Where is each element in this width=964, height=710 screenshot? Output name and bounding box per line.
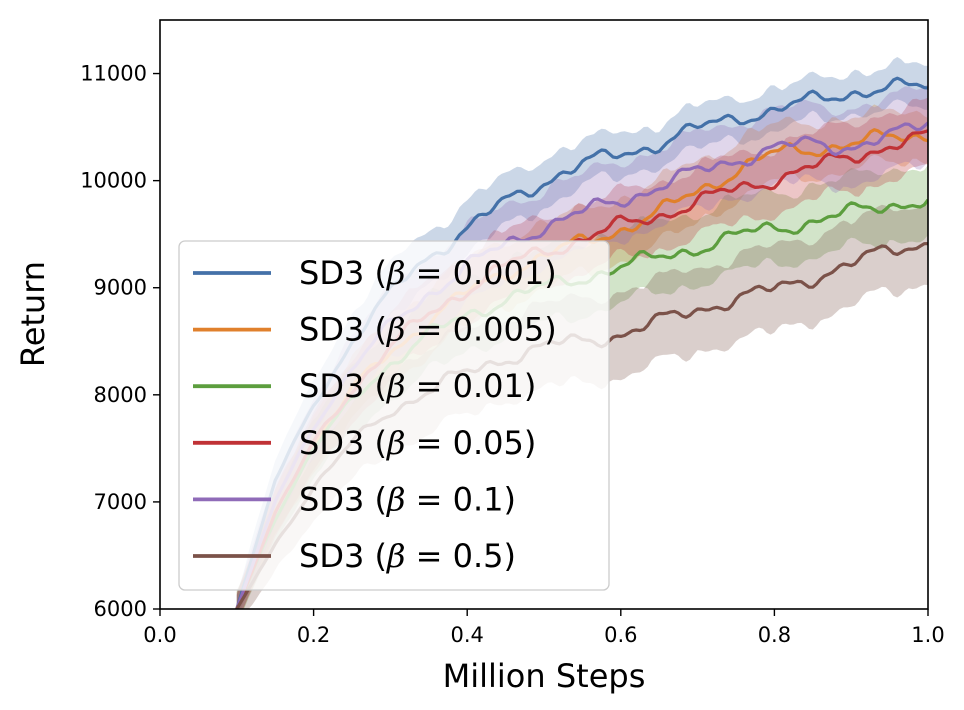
legend: SD3 (β = 0.001) SD3 (β = 0.005) SD3 (β = 0… xyxy=(178,240,610,591)
plot-frame xyxy=(159,19,929,610)
legend-label: SD3 (β = 0.1) xyxy=(299,480,516,518)
y-axis-label: Return xyxy=(14,261,52,367)
y-tick-label: 7000 xyxy=(94,490,147,514)
x-tick-label: 0.4 xyxy=(450,623,483,647)
y-tick-label: 8000 xyxy=(94,383,147,407)
x-tick-label: 0.0 xyxy=(143,623,176,647)
x-axis-ticks: 0.0 0.2 0.4 0.6 0.8 1.0 xyxy=(143,609,945,647)
y-tick-label: 9000 xyxy=(94,276,147,300)
y-tick-label: 6000 xyxy=(94,597,147,621)
y-axis-ticks: 6000 7000 8000 9000 10000 11000 xyxy=(80,62,160,621)
legend-label: SD3 (β = 0.01) xyxy=(299,367,536,405)
x-tick-label: 0.6 xyxy=(604,623,637,647)
y-tick-label: 11000 xyxy=(80,62,147,86)
legend-label: SD3 (β = 0.5) xyxy=(299,537,516,575)
x-tick-label: 0.8 xyxy=(758,623,791,647)
legend-label: SD3 (β = 0.05) xyxy=(299,424,536,462)
legend-label: SD3 (β = 0.001) xyxy=(299,254,557,292)
legend-label: SD3 (β = 0.005) xyxy=(299,311,557,349)
x-tick-label: 1.0 xyxy=(911,623,944,647)
confidence-band xyxy=(236,202,928,609)
y-tick-label: 10000 xyxy=(80,169,147,193)
legend-box xyxy=(178,240,610,591)
x-tick-label: 0.2 xyxy=(297,623,330,647)
x-axis-label: Million Steps xyxy=(443,657,646,695)
